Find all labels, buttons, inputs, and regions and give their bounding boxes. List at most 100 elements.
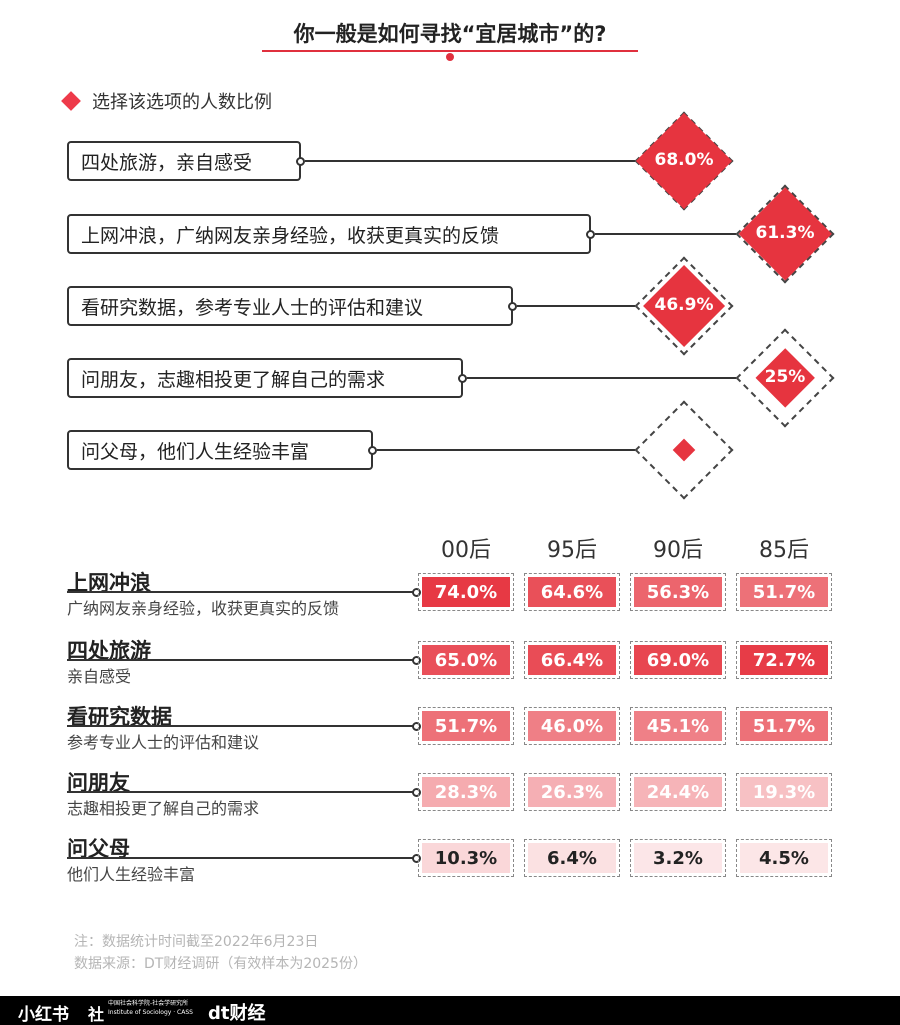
- row-subtitle: 亲自感受: [67, 667, 132, 686]
- heatmap-cell-label: 66.4%: [540, 649, 604, 671]
- diamond-value-label: 46.9%: [654, 295, 714, 315]
- connector-line: [305, 160, 635, 162]
- heatmap-cell-label: 51.7%: [752, 581, 816, 603]
- diamond-value-label: 25%: [764, 367, 806, 387]
- connector-knob: [508, 301, 517, 311]
- heatmap-cell-label: 65.0%: [434, 649, 498, 671]
- row-divider: [67, 725, 415, 727]
- connector-knob: [368, 445, 377, 455]
- heatmap-cell-label: 24.4%: [646, 781, 710, 803]
- heatmap-cell-fill: 64.6%: [528, 577, 616, 607]
- heatmap-cell-label: 45.1%: [646, 715, 710, 737]
- connector-line: [467, 377, 736, 379]
- heatmap-cell-label: 3.2%: [653, 847, 703, 869]
- row-knob: [412, 787, 421, 797]
- heatmap-cell-label: 46.0%: [540, 715, 604, 737]
- question-box: 问父母，他们人生经验丰富: [67, 430, 373, 470]
- heatmap-cell-fill: 65.0%: [422, 645, 510, 675]
- heatmap-cell: 3.2%: [630, 839, 726, 877]
- heatmap-cell: 6.4%: [524, 839, 620, 877]
- connector-line: [517, 305, 635, 307]
- heatmap-cell-fill: 51.7%: [740, 577, 828, 607]
- question-box: 问朋友，志趣相投更了解自己的需求: [67, 358, 463, 398]
- legend-label: 选择该选项的人数比例: [92, 92, 272, 113]
- heatmap-cell-label: 69.0%: [646, 649, 710, 671]
- connector-knob: [296, 156, 305, 166]
- heatmap-cell: 51.7%: [418, 707, 514, 745]
- heatmap-cell: 24.4%: [630, 773, 726, 811]
- heatmap-cell: 10.3%: [418, 839, 514, 877]
- heatmap-cell: 19.3%: [736, 773, 832, 811]
- heatmap-cell: 64.6%: [524, 573, 620, 611]
- heatmap-cell-fill: 26.3%: [528, 777, 616, 807]
- heatmap-cell: 65.0%: [418, 641, 514, 679]
- heatmap-cell-fill: 74.0%: [422, 577, 510, 607]
- dt-logo-mark: dt: [208, 1003, 230, 1024]
- heatmap-cell: 69.0%: [630, 641, 726, 679]
- heatmap-cell-fill: 51.7%: [740, 711, 828, 741]
- column-header: 85后: [759, 538, 809, 563]
- heatmap-cell-fill: 19.3%: [740, 777, 828, 807]
- row-subtitle: 志趣相投更了解自己的需求: [67, 799, 260, 818]
- heatmap-cell-fill: 10.3%: [422, 843, 510, 873]
- footer-bar: 小红书 社 中国社会科学院-社会学研究所 Institute of Sociol…: [0, 996, 900, 1025]
- cass-name-cn: 中国社会科学院-社会学研究所: [108, 1000, 189, 1007]
- heatmap-cell-label: 10.3%: [434, 847, 498, 869]
- heatmap-cell-label: 51.7%: [752, 715, 816, 737]
- row-divider: [67, 591, 415, 593]
- row-knob: [412, 587, 421, 597]
- heatmap-cell-fill: 46.0%: [528, 711, 616, 741]
- heatmap-cell: 45.1%: [630, 707, 726, 745]
- dt-finance-logo: dt财经: [208, 999, 266, 1025]
- heatmap-cell: 26.3%: [524, 773, 620, 811]
- heatmap-cell-label: 74.0%: [434, 581, 498, 603]
- heatmap-cell: 51.7%: [736, 707, 832, 745]
- question-box: 四处旅游，亲自感受: [67, 141, 301, 181]
- diamond-value-label: 68.0%: [654, 150, 714, 170]
- legend: 选择该选项的人数比例: [60, 89, 272, 113]
- heatmap-cell: 51.7%: [736, 573, 832, 611]
- column-header: 95后: [547, 538, 597, 563]
- heatmap-cell-fill: 3.2%: [634, 843, 722, 873]
- row-divider: [67, 791, 415, 793]
- heatmap-cell-label: 51.7%: [434, 715, 498, 737]
- cass-name-en: Institute of Sociology · CASS: [108, 1009, 193, 1016]
- heatmap-cell: 28.3%: [418, 773, 514, 811]
- title-underline: [262, 50, 638, 52]
- row-knob: [412, 721, 421, 731]
- row-knob: [412, 853, 421, 863]
- row-subtitle: 参考专业人士的评估和建议: [67, 733, 260, 752]
- heatmap-cell-fill: 24.4%: [634, 777, 722, 807]
- heatmap-cell-label: 6.4%: [547, 847, 597, 869]
- row-divider: [67, 857, 415, 859]
- connector-knob: [586, 229, 595, 239]
- column-header: 90后: [653, 538, 703, 563]
- heatmap-cell: 4.5%: [736, 839, 832, 877]
- heatmap-cell-label: 72.7%: [752, 649, 816, 671]
- question-box: 看研究数据，参考专业人士的评估和建议: [67, 286, 513, 326]
- heatmap-cell: 46.0%: [524, 707, 620, 745]
- heatmap-cell-label: 64.6%: [540, 581, 604, 603]
- heatmap-cell-label: 4.5%: [759, 847, 809, 869]
- heatmap-cell-fill: 6.4%: [528, 843, 616, 873]
- heatmap-cell-fill: 66.4%: [528, 645, 616, 675]
- row-subtitle: 他们人生经验丰富: [67, 865, 196, 884]
- heatmap-cell-fill: 28.3%: [422, 777, 510, 807]
- connector-knob: [458, 373, 467, 383]
- heatmap-cell-label: 28.3%: [434, 781, 498, 803]
- diamond-value-label: 61.3%: [755, 223, 815, 243]
- row-knob: [412, 655, 421, 665]
- note-date: 注：数据统计时间截至2022年6月23日: [74, 934, 319, 950]
- cass-logo: 中国社会科学院-社会学研究所 Institute of Sociology · …: [108, 999, 193, 1017]
- xiaohongshu-logo: 小红书: [18, 1005, 69, 1025]
- heatmap-cell-fill: 4.5%: [740, 843, 828, 873]
- connector-line: [595, 233, 736, 235]
- heatmap-cell: 74.0%: [418, 573, 514, 611]
- heatmap-cell-fill: 56.3%: [634, 577, 722, 607]
- page-title: 你一般是如何寻找“宜居城市”的?: [293, 22, 607, 46]
- note-source: 数据来源：DT财经调研（有效样本为2025份）: [74, 956, 367, 972]
- heatmap-cell-fill: 69.0%: [634, 645, 722, 675]
- heatmap-cell-fill: 51.7%: [422, 711, 510, 741]
- dt-logo-name: 财经: [229, 1003, 266, 1024]
- heatmap-cell: 56.3%: [630, 573, 726, 611]
